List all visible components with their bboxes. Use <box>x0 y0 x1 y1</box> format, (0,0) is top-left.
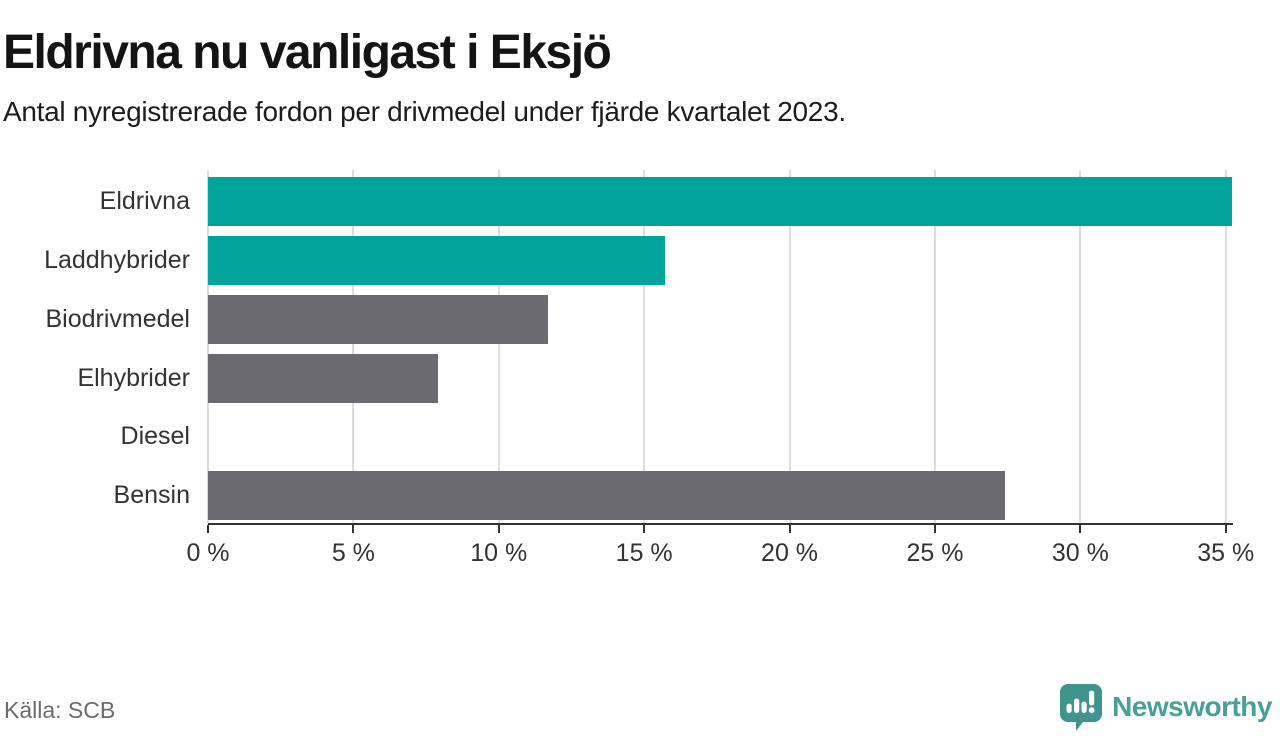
gridline <box>1224 170 1227 524</box>
gridline <box>497 170 500 524</box>
axis-tick-label: 20 % <box>761 539 819 568</box>
axis-tick <box>352 525 355 534</box>
bar-bensin <box>208 470 1005 520</box>
axis-tick <box>1224 525 1227 534</box>
category-label-elhybrider: Elhybrider <box>77 363 190 392</box>
axis-tick <box>933 525 936 534</box>
source-label: Källa: SCB <box>4 697 116 723</box>
axis-tick <box>497 525 500 534</box>
axis-tick-label: 0 % <box>186 539 230 568</box>
gridline <box>1079 170 1082 524</box>
newsworthy-logo: Newsworthy <box>1059 683 1272 731</box>
axis-tick <box>643 525 646 534</box>
axis-tick-label: 25 % <box>906 539 964 568</box>
axis-tick <box>1079 525 1082 534</box>
bar-laddhybrider <box>208 236 665 286</box>
axis-tick-label: 5 % <box>331 539 375 568</box>
plot-area: Eldrivna Laddhybrider Biodrivmedel Elhybrid… <box>44 170 1254 567</box>
axis-tick-label: 35 % <box>1197 539 1255 568</box>
category-label-biodrivmedel: Biodrivmedel <box>45 304 190 333</box>
chart-page: Eldrivna nu vanligast i Eksjö Antal nyre… <box>0 26 1280 731</box>
gridline <box>207 170 209 524</box>
chart-subtitle: Antal nyregistrerade fordon per drivmede… <box>3 95 846 127</box>
category-label-bensin: Bensin <box>113 480 190 509</box>
newsworthy-logo-icon <box>1060 684 1103 731</box>
category-label-eldrivna: Eldrivna <box>99 187 190 216</box>
gridline <box>643 170 646 524</box>
chart-title: Eldrivna nu vanligast i Eksjö <box>3 26 612 79</box>
axis-tick <box>207 525 209 534</box>
category-label-diesel: Diesel <box>120 422 190 451</box>
bar-eldrivna <box>208 177 1232 227</box>
brand-name: Newsworthy <box>1112 691 1272 722</box>
axis-tick-label: 10 % <box>470 539 528 568</box>
gridline <box>352 170 355 524</box>
category-label-laddhybrider: Laddhybrider <box>44 246 190 275</box>
bar-biodrivmedel <box>208 294 549 344</box>
axis-tick-label: 15 % <box>615 539 673 568</box>
axis-tick <box>788 525 791 534</box>
bar-chart: Eldrivna Laddhybrider Biodrivmedel Elhybrid… <box>0 170 1280 567</box>
gridline <box>933 170 936 524</box>
bar-elhybrider <box>208 353 438 403</box>
gridline <box>788 170 791 524</box>
axis-tick-label: 30 % <box>1051 539 1109 568</box>
